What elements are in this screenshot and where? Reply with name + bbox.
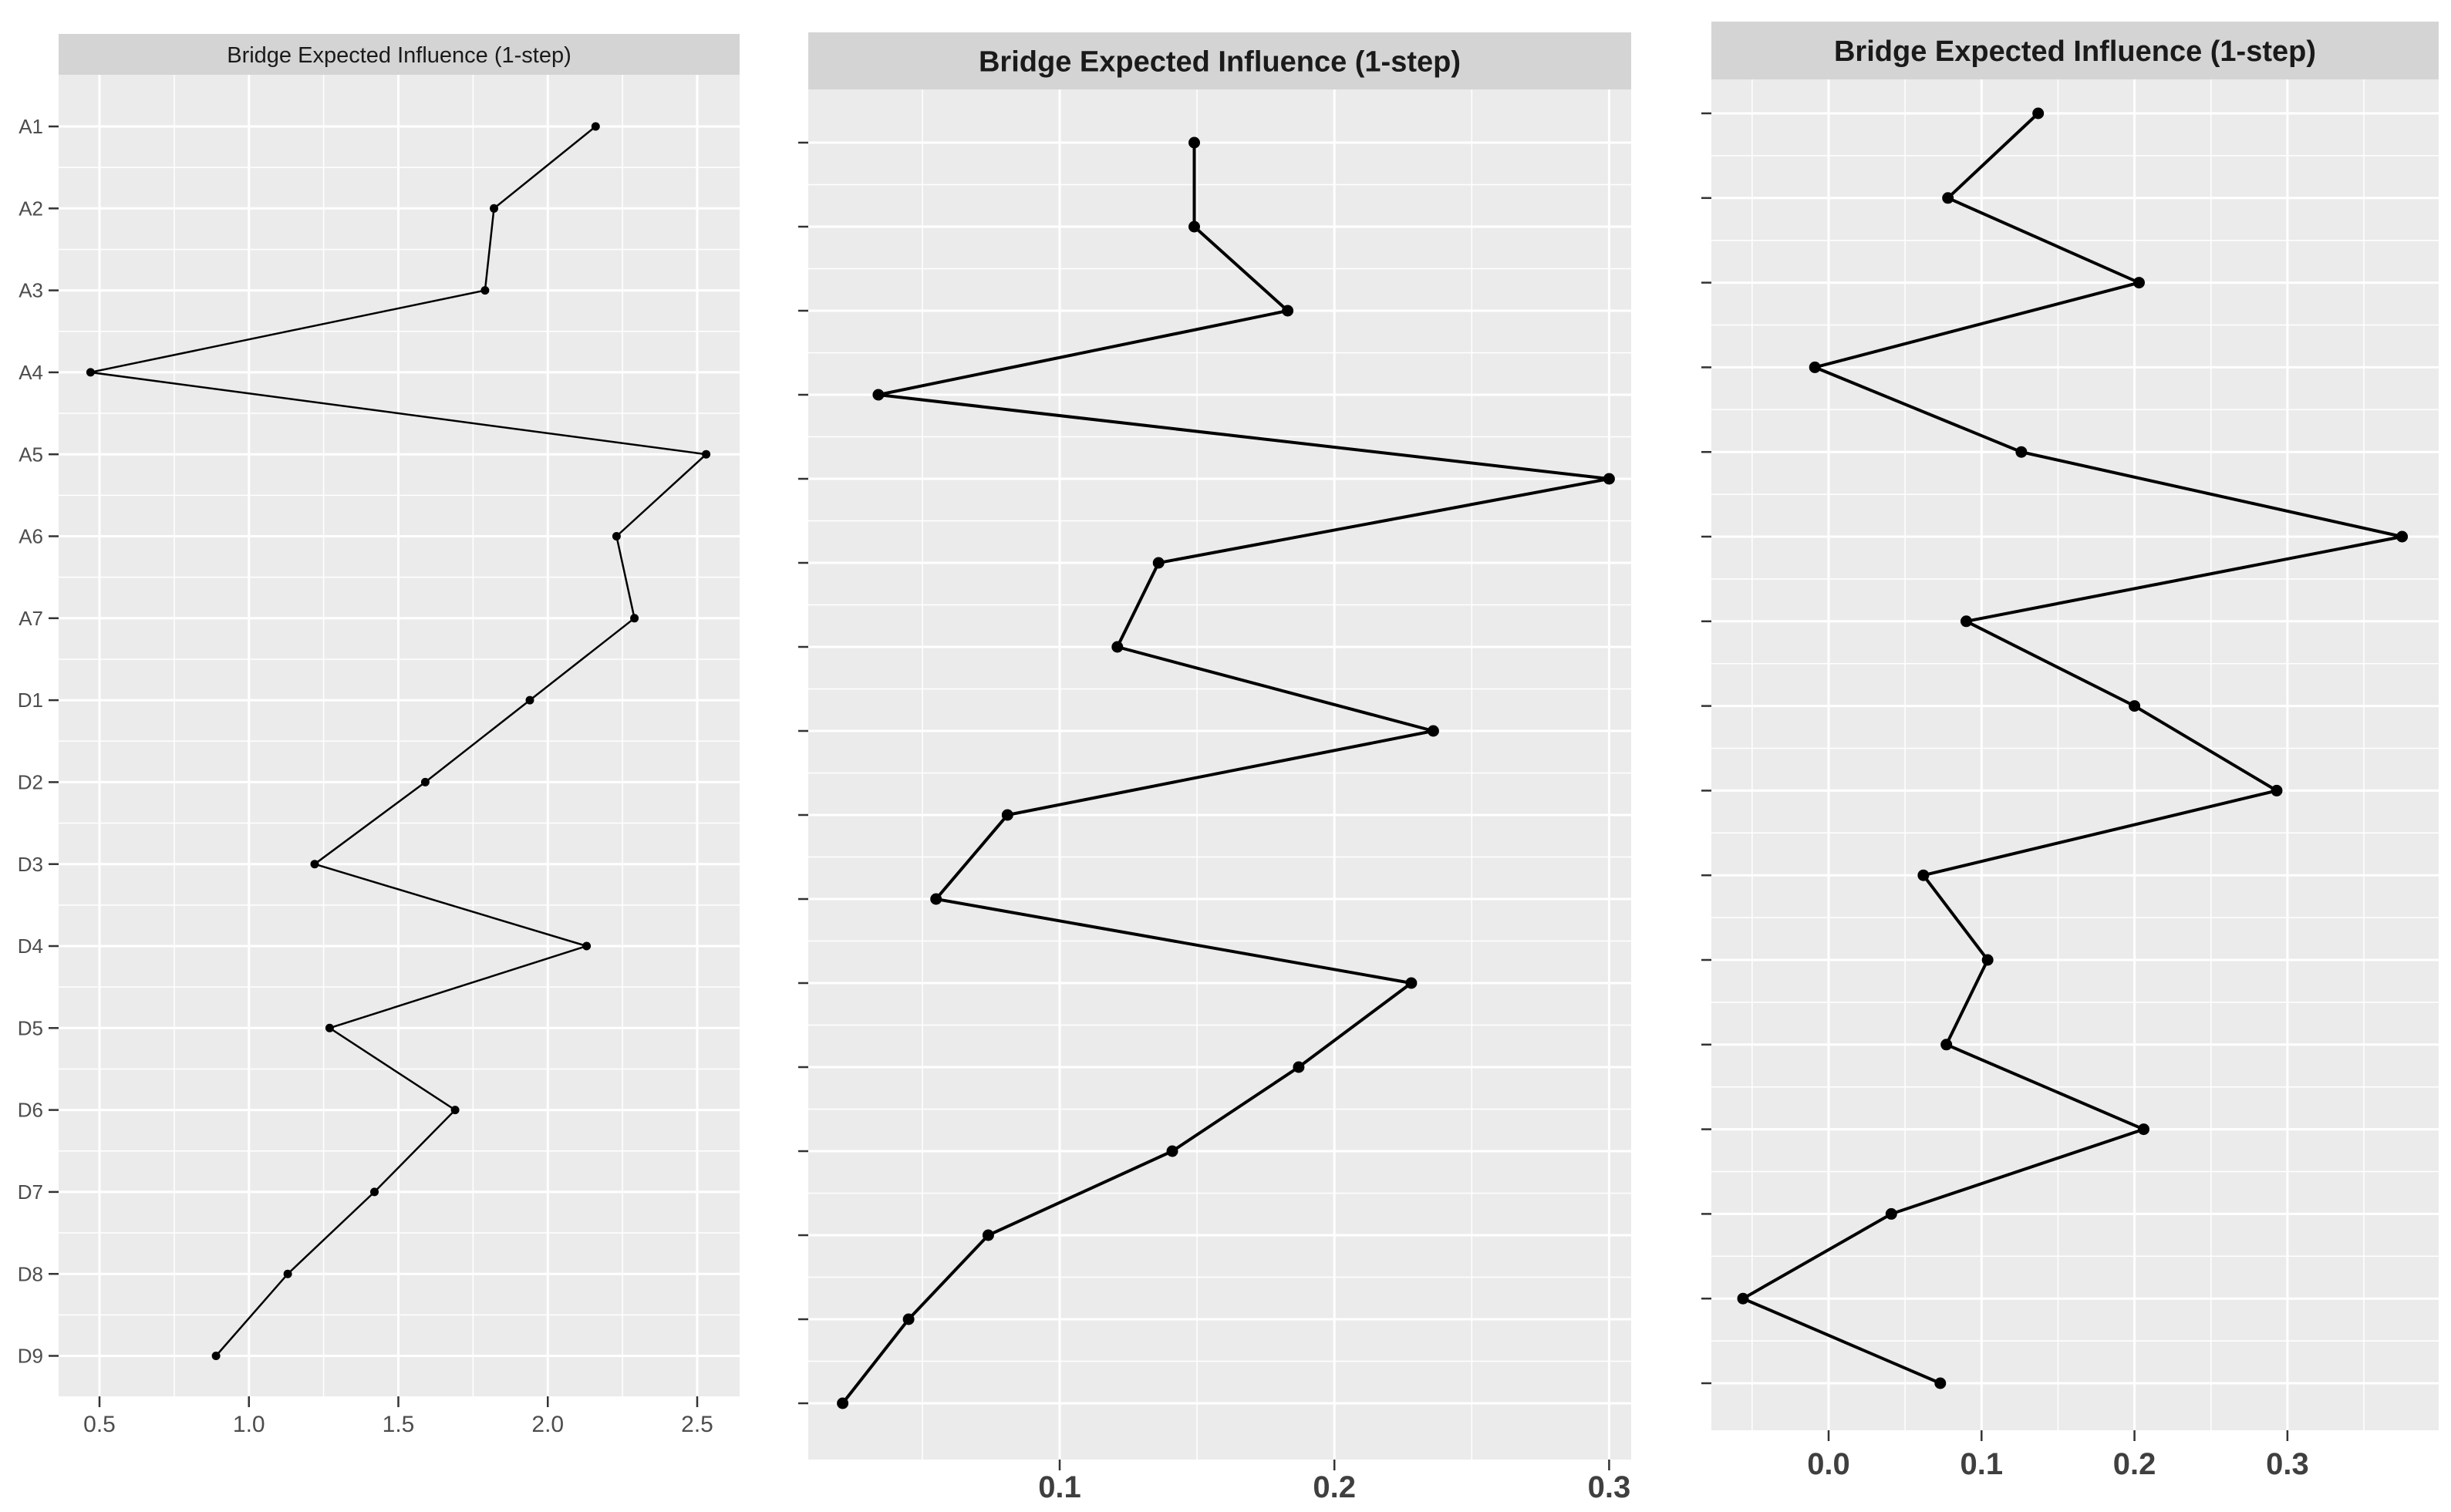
data-point (490, 204, 498, 213)
y-axis-label: A6 (19, 525, 43, 548)
data-point (2271, 784, 2283, 796)
data-point (1188, 221, 1200, 233)
data-point (2138, 1123, 2149, 1136)
data-point (1427, 725, 1439, 737)
data-point (872, 389, 885, 401)
data-point (1885, 1207, 1897, 1220)
data-point (2015, 446, 2028, 458)
data-point (1940, 1039, 1953, 1051)
y-axis-label: D4 (18, 934, 43, 958)
y-axis-label: D2 (18, 771, 43, 794)
data-point (2133, 277, 2145, 289)
data-point (325, 1023, 334, 1032)
data-point (1001, 809, 1013, 821)
series-line (1739, 112, 2403, 1385)
data-point (982, 1229, 994, 1241)
data-point (2396, 530, 2409, 543)
x-axis-label: 2.5 (681, 1412, 713, 1437)
x-axis-label: 0.0 (1807, 1447, 1850, 1481)
data-point (1603, 473, 1615, 485)
data-point (630, 614, 639, 623)
y-axis-label: D1 (18, 689, 43, 712)
data-point (1405, 977, 1418, 989)
panel-title: Bridge Expected Influence (1-step) (227, 43, 571, 68)
y-axis-label: D8 (18, 1262, 43, 1285)
data-point (525, 695, 534, 705)
y-axis-label: D7 (18, 1180, 43, 1204)
data-point (1981, 954, 1994, 966)
data-point (902, 1313, 915, 1325)
x-axis-label: 0.2 (1313, 1470, 1356, 1504)
plot-area (1711, 79, 2439, 1430)
data-point (1960, 615, 1972, 628)
data-point (1188, 136, 1200, 149)
data-point (1152, 557, 1165, 569)
panel-title-strip (1711, 22, 2439, 79)
panel-title-strip (59, 34, 740, 75)
y-axis-label: A2 (19, 197, 43, 220)
data-point (1942, 192, 1954, 204)
data-point (1917, 869, 1930, 881)
y-axis-label: D3 (18, 853, 43, 876)
x-axis-label: 0.3 (2266, 1447, 2309, 1481)
y-axis-label: A5 (19, 443, 43, 466)
data-point (930, 893, 942, 905)
y-axis-label: D5 (18, 1016, 43, 1039)
data-point (310, 860, 319, 869)
data-point (1166, 1145, 1178, 1157)
y-axis-label: A7 (19, 607, 43, 630)
data-point (1282, 305, 1294, 317)
y-axis-label: D9 (18, 1345, 43, 1368)
x-axis-label: 0.2 (2113, 1447, 2156, 1481)
y-axis-label: A4 (19, 361, 43, 384)
x-axis-label: 0.1 (1038, 1470, 1081, 1504)
data-point (702, 450, 711, 459)
data-point (837, 1397, 849, 1409)
series-line (841, 143, 1610, 1405)
series-line (90, 126, 709, 1357)
data-point (1934, 1377, 1947, 1389)
panel-title: Bridge Expected Influence (1-step) (1834, 35, 2316, 68)
data-point (420, 777, 430, 786)
data-point (591, 122, 600, 131)
x-axis-label: 0.3 (1588, 1470, 1631, 1504)
panel-title-strip (808, 32, 1631, 89)
x-axis-label: 2.0 (531, 1412, 564, 1437)
data-point (1809, 361, 1821, 373)
data-point (1111, 641, 1124, 653)
data-point (450, 1106, 460, 1115)
panel-title: Bridge Expected Influence (1-step) (979, 46, 1461, 79)
data-point (211, 1352, 221, 1360)
y-axis-label: D6 (18, 1099, 43, 1122)
data-point (582, 941, 592, 951)
x-axis-label: 0.1 (1960, 1447, 2003, 1481)
data-point (2129, 700, 2141, 712)
x-axis-label: 1.0 (233, 1412, 265, 1437)
data-point (480, 286, 490, 295)
data-point (1737, 1292, 1749, 1305)
data-point (612, 532, 621, 540)
data-point (370, 1187, 379, 1197)
y-axis-label: A3 (19, 279, 43, 302)
data-point (2032, 107, 2045, 120)
panel-2: Bridge Expected Influence (1-step) 0.1 0.2… (798, 32, 1631, 1504)
data-point (86, 368, 95, 377)
y-axis-label: A1 (19, 115, 43, 138)
panel-1: Bridge Expected Influence (1-step) A1 A2 A3… (18, 34, 740, 1437)
x-axis-label: 0.5 (83, 1412, 116, 1437)
data-point (1293, 1061, 1305, 1073)
data-point (283, 1269, 292, 1278)
panel-3: Bridge Expected Influence (1-step) 0.0 0.1… (1701, 22, 2439, 1481)
x-axis-label: 1.5 (383, 1412, 415, 1437)
